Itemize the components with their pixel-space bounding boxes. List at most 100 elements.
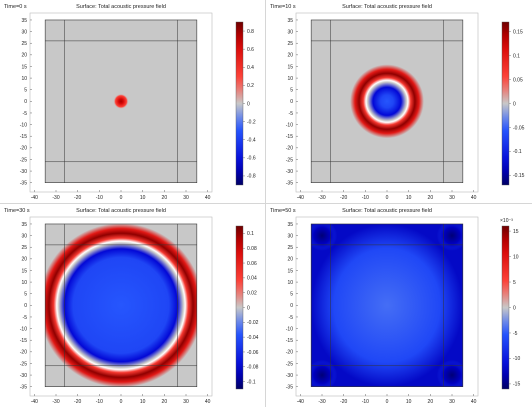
y-tick-label: 25 bbox=[21, 245, 27, 251]
y-tick-label: -25 bbox=[286, 157, 293, 163]
plot-title: Surface: Total acoustic pressure field bbox=[342, 208, 432, 214]
x-tick-label: 10 bbox=[140, 399, 146, 405]
y-tick-label: -5 bbox=[23, 111, 28, 117]
y-tick-label: -10 bbox=[20, 326, 27, 332]
colorbar-tick-label: 0.8 bbox=[247, 29, 254, 35]
x-tick-label: 30 bbox=[183, 399, 189, 405]
field-surface bbox=[311, 223, 463, 387]
colorbar-tick-label: 0.05 bbox=[513, 77, 523, 83]
x-tick-label: -20 bbox=[340, 195, 347, 201]
colorbar-tick-label: -0.2 bbox=[247, 119, 256, 125]
colorbar-tick-label: -0.06 bbox=[247, 350, 259, 356]
time-label: Time=0 s bbox=[4, 4, 27, 10]
x-tick-label: -30 bbox=[52, 399, 59, 405]
y-tick-label: -30 bbox=[20, 373, 27, 379]
domain-border bbox=[310, 223, 464, 388]
x-tick-label: 20 bbox=[162, 399, 168, 405]
y-tick-label: 35 bbox=[287, 18, 293, 24]
y-tick-label: 30 bbox=[287, 29, 293, 35]
y-tick-label: 20 bbox=[21, 257, 27, 263]
wavefront-ring bbox=[45, 223, 197, 387]
y-tick-label: 35 bbox=[21, 18, 27, 24]
y-tick-label: -25 bbox=[20, 361, 27, 367]
y-tick-label: 25 bbox=[287, 245, 293, 251]
wavefront-ring bbox=[350, 64, 424, 139]
y-tick-label: 30 bbox=[21, 29, 27, 35]
y-tick-label: 30 bbox=[287, 233, 293, 239]
colorbar-tick-label: 0.2 bbox=[247, 83, 254, 89]
x-tick-label: 40 bbox=[205, 399, 211, 405]
domain-border bbox=[310, 19, 464, 184]
x-tick-label: 30 bbox=[449, 399, 455, 405]
x-tick-label: -10 bbox=[96, 195, 103, 201]
field-surface bbox=[45, 19, 197, 183]
colorbar-tick-label: -0.1 bbox=[513, 149, 522, 155]
y-tick-label: -20 bbox=[20, 350, 27, 356]
plot-title: Surface: Total acoustic pressure field bbox=[76, 208, 166, 214]
y-tick-label: -10 bbox=[286, 326, 293, 332]
colorbar-tick-label: 15 bbox=[513, 229, 519, 235]
y-tick-label: -5 bbox=[289, 315, 294, 321]
x-tick-label: -40 bbox=[31, 399, 38, 405]
y-tick-label: 5 bbox=[24, 292, 27, 298]
y-tick-label: 20 bbox=[21, 53, 27, 59]
y-tick-label: -15 bbox=[20, 134, 27, 140]
y-tick-label: 25 bbox=[287, 41, 293, 47]
colorbar bbox=[235, 21, 244, 186]
x-tick-label: 40 bbox=[471, 195, 477, 201]
x-tick-label: 10 bbox=[406, 195, 412, 201]
x-tick-label: 0 bbox=[120, 399, 123, 405]
y-tick-label: -30 bbox=[20, 169, 27, 175]
y-tick-label: -15 bbox=[286, 338, 293, 344]
x-tick-label: 0 bbox=[386, 195, 389, 201]
colorbar-tick-label: -0.02 bbox=[247, 320, 259, 326]
y-tick-label: -25 bbox=[286, 361, 293, 367]
y-tick-label: -35 bbox=[20, 181, 27, 187]
x-tick-label: -20 bbox=[74, 399, 81, 405]
y-tick-label: -35 bbox=[286, 181, 293, 187]
colorbar-tick-label: -10 bbox=[513, 356, 520, 362]
colorbar-tick-label: 0 bbox=[513, 305, 516, 311]
colorbar-tick-label: -0.05 bbox=[513, 125, 525, 131]
x-tick-label: -10 bbox=[362, 195, 369, 201]
y-tick-label: 35 bbox=[287, 222, 293, 228]
colorbar-tick-label: 10 bbox=[513, 254, 519, 260]
domain-border bbox=[44, 19, 198, 184]
plot-title: Surface: Total acoustic pressure field bbox=[342, 4, 432, 10]
colorbar-tick-label: 0.04 bbox=[247, 276, 257, 282]
field-surface bbox=[311, 19, 463, 183]
x-tick-label: 10 bbox=[406, 399, 412, 405]
y-tick-label: 0 bbox=[290, 303, 293, 309]
y-tick-label: -20 bbox=[20, 146, 27, 152]
plot-svg-2: Time=10 s Surface: Total acoustic pressur… bbox=[270, 4, 525, 201]
y-tick-label: -35 bbox=[286, 385, 293, 391]
plot-panel-2: Time=10 s Surface: Total acoustic pressur… bbox=[266, 0, 532, 203]
colorbar-tick-label: 0.06 bbox=[247, 261, 257, 267]
panel-divider-horizontal bbox=[0, 203, 532, 204]
colorbar-tick-label: 0.4 bbox=[247, 65, 254, 71]
colorbar bbox=[235, 225, 244, 390]
x-tick-label: -40 bbox=[297, 399, 304, 405]
y-tick-label: 15 bbox=[21, 268, 27, 274]
x-tick-label: 30 bbox=[183, 195, 189, 201]
plot-svg-3: Time=30 s Surface: Total acoustic pressur… bbox=[4, 208, 259, 405]
y-tick-label: 20 bbox=[287, 257, 293, 263]
y-tick-label: 30 bbox=[21, 233, 27, 239]
y-tick-label: -35 bbox=[20, 385, 27, 391]
plot-svg-4: Time=50 s Surface: Total acoustic pressur… bbox=[270, 208, 520, 405]
colorbar-tick-label: -15 bbox=[513, 382, 520, 388]
plot-panel-3: Time=30 s Surface: Total acoustic pressur… bbox=[0, 204, 266, 407]
y-tick-label: 15 bbox=[287, 268, 293, 274]
plot-panel-4: Time=50 s Surface: Total acoustic pressur… bbox=[266, 204, 532, 407]
colorbar-tick-label: 0.1 bbox=[247, 231, 254, 237]
y-tick-label: 10 bbox=[287, 76, 293, 82]
x-tick-label: -30 bbox=[318, 195, 325, 201]
colorbar bbox=[501, 21, 510, 186]
y-tick-label: 0 bbox=[24, 303, 27, 309]
colorbar-tick-label: -0.6 bbox=[247, 156, 256, 162]
y-tick-label: -15 bbox=[286, 134, 293, 140]
colorbar-tick-label: 0.15 bbox=[513, 29, 523, 35]
x-tick-label: 40 bbox=[205, 195, 211, 201]
y-tick-label: 0 bbox=[290, 99, 293, 105]
y-tick-label: 5 bbox=[24, 88, 27, 94]
